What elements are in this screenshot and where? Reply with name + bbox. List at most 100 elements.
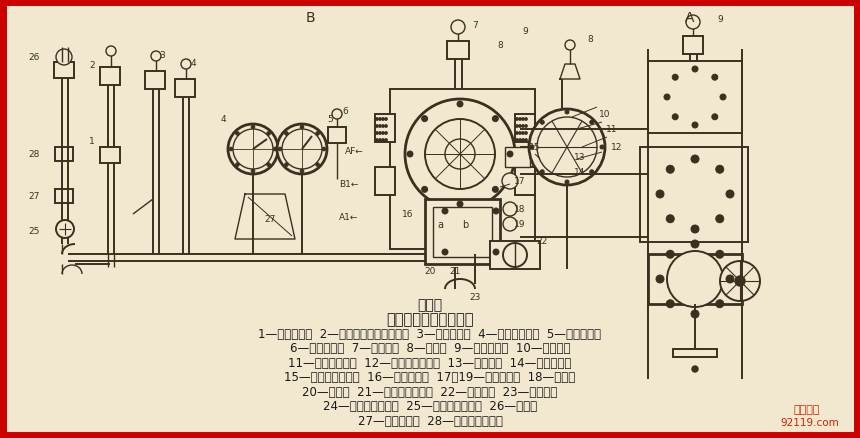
Text: 25: 25 (28, 227, 40, 236)
Text: 预作用报警装置的结构: 预作用报警装置的结构 (386, 311, 474, 326)
Text: 23: 23 (470, 293, 481, 302)
Circle shape (590, 121, 593, 125)
Circle shape (666, 251, 674, 259)
Circle shape (691, 310, 699, 318)
Circle shape (405, 100, 515, 209)
Bar (655, 68, 735, 128)
Text: 92119.com: 92119.com (781, 417, 839, 427)
Text: 28: 28 (28, 150, 40, 159)
Text: 就爱消防: 就爱消防 (794, 404, 820, 414)
Circle shape (692, 67, 698, 73)
Circle shape (519, 132, 521, 135)
Text: 27: 27 (264, 215, 276, 224)
Bar (328, 128, 346, 144)
Circle shape (716, 251, 724, 259)
Text: a: a (437, 219, 443, 230)
Circle shape (230, 148, 233, 152)
Circle shape (376, 132, 378, 135)
Circle shape (519, 139, 521, 142)
Bar (100, 68, 120, 86)
Circle shape (316, 132, 319, 136)
Text: B1←: B1← (340, 180, 359, 189)
Circle shape (378, 125, 382, 128)
Circle shape (442, 208, 448, 215)
Circle shape (503, 202, 517, 216)
Text: 27: 27 (28, 192, 40, 201)
Bar (515, 115, 535, 143)
Bar (683, 37, 703, 55)
Text: A: A (685, 11, 695, 25)
Circle shape (56, 220, 74, 238)
Circle shape (507, 152, 513, 158)
Circle shape (515, 139, 519, 142)
Text: 2: 2 (89, 60, 95, 69)
Circle shape (151, 52, 161, 62)
Circle shape (493, 249, 499, 255)
Circle shape (278, 148, 282, 152)
Text: 22: 22 (537, 237, 548, 246)
Circle shape (716, 166, 724, 174)
Circle shape (285, 132, 288, 136)
Text: 12: 12 (611, 143, 623, 152)
Text: 17: 17 (514, 177, 525, 186)
Circle shape (236, 163, 239, 167)
Circle shape (673, 76, 717, 120)
Text: 1—启动电磁阀  2—远程引导启动方式接口  3—紧急启动盒  4—隔膜室压力表  5—补水压力表: 1—启动电磁阀 2—远程引导启动方式接口 3—紧急启动盒 4—隔膜室压力表 5—… (259, 327, 601, 340)
Circle shape (503, 218, 517, 231)
Circle shape (537, 118, 597, 177)
Text: 6: 6 (342, 107, 348, 116)
Text: 27—紧急启动阀  28—补水隔离单向阀: 27—紧急启动阀 28—补水隔离单向阀 (358, 414, 502, 427)
Text: AF←: AF← (345, 147, 364, 156)
Circle shape (666, 215, 674, 223)
Circle shape (716, 215, 724, 223)
Circle shape (716, 300, 724, 308)
Circle shape (332, 110, 342, 120)
Text: B: B (305, 11, 315, 25)
Circle shape (565, 180, 569, 184)
Circle shape (493, 208, 499, 215)
Circle shape (376, 125, 378, 128)
Circle shape (590, 170, 593, 174)
Circle shape (565, 111, 569, 115)
Circle shape (382, 139, 384, 142)
Text: 26: 26 (28, 53, 40, 62)
Text: A1←: A1← (340, 213, 359, 222)
Circle shape (540, 121, 544, 125)
Circle shape (384, 132, 388, 135)
Circle shape (692, 366, 698, 372)
Circle shape (442, 249, 448, 255)
Circle shape (521, 139, 525, 142)
Circle shape (273, 148, 277, 152)
Text: 19: 19 (514, 220, 525, 229)
Circle shape (445, 140, 475, 170)
Text: 5: 5 (327, 115, 333, 124)
Circle shape (236, 132, 239, 136)
Text: 24—紧急启动排水口  25—补水通道过滤器  26—补水阀: 24—紧急启动排水口 25—补水通道过滤器 26—补水阀 (323, 399, 537, 413)
Circle shape (600, 146, 604, 150)
Text: 6—隔离单向阀  7—底水漏斗  8—底水阀  9—试验排水阀  10—压力开关: 6—隔离单向阀 7—底水漏斗 8—底水阀 9—试验排水阀 10—压力开关 (290, 342, 570, 355)
Circle shape (529, 110, 605, 186)
Bar (490, 241, 540, 269)
Bar (673, 349, 717, 357)
Circle shape (503, 244, 527, 267)
Circle shape (451, 21, 465, 35)
Circle shape (519, 118, 521, 121)
Circle shape (656, 276, 664, 283)
Circle shape (378, 118, 382, 121)
Text: 20: 20 (424, 267, 436, 276)
Circle shape (285, 163, 288, 167)
Circle shape (726, 191, 734, 198)
Bar (375, 115, 395, 143)
Circle shape (457, 102, 463, 108)
Circle shape (384, 139, 388, 142)
Polygon shape (560, 65, 580, 80)
Circle shape (681, 180, 709, 208)
Circle shape (565, 41, 575, 51)
Circle shape (667, 251, 723, 307)
Circle shape (300, 170, 304, 173)
Text: 11—压缩空气接口  12—多余底水排水阀  13—水力警铃  14—警铃排水口: 11—压缩空气接口 12—多余底水排水阀 13—水力警铃 14—警铃排水口 (288, 356, 572, 369)
Circle shape (56, 50, 72, 66)
Text: 15: 15 (529, 143, 541, 152)
Circle shape (493, 117, 498, 122)
Circle shape (322, 148, 326, 152)
